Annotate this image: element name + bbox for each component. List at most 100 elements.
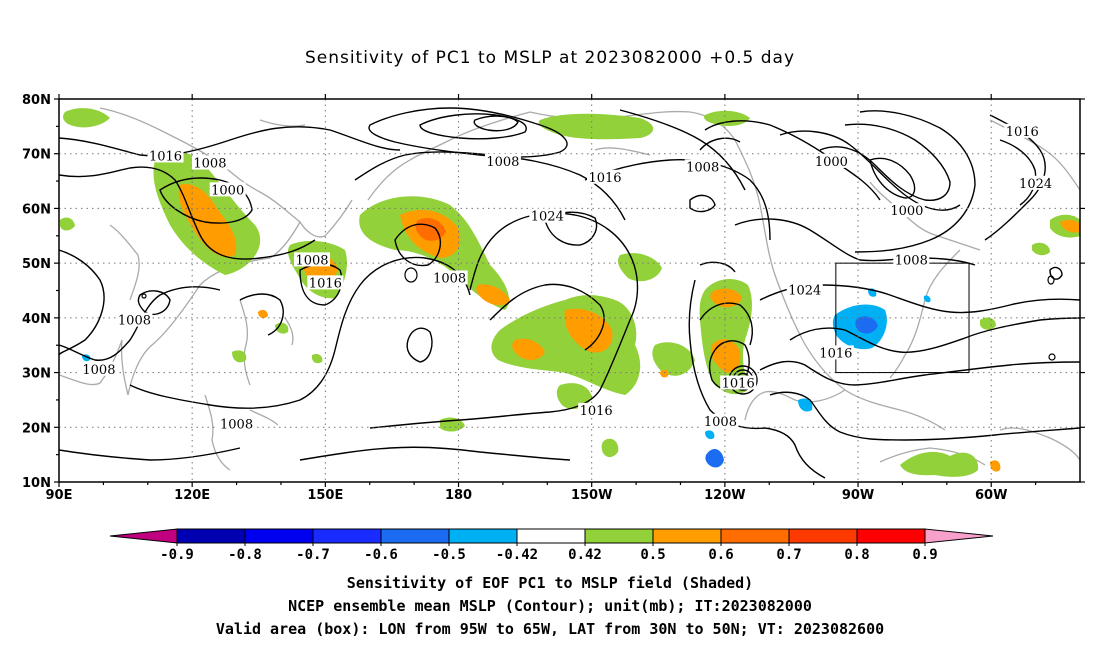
contour-label-bg <box>893 252 930 267</box>
shade-green-10 <box>601 438 619 458</box>
colorbar-label: -0.5 <box>432 547 466 563</box>
colorbar-box <box>720 528 790 544</box>
lon-tick-label: 60W <box>975 488 1007 503</box>
contour-label: 1016 <box>720 375 757 392</box>
contour-label: 1008 <box>218 416 255 433</box>
mslp-contours <box>59 107 1080 479</box>
contour-label-bg <box>484 153 521 168</box>
caption-line-2: NCEP ensemble mean MSLP (Contour); unit(… <box>288 597 812 615</box>
contour-label-text: 1008 <box>486 155 519 170</box>
shade-green-19 <box>232 350 247 363</box>
contour-label: 1008 <box>294 252 331 268</box>
shade-orange-8b <box>710 339 741 373</box>
lon-tick-label: 90W <box>842 488 874 503</box>
contour-label-text: 1008 <box>686 160 719 175</box>
contour-label: 1024 <box>1017 175 1054 192</box>
lon-tick-label: 150E <box>307 488 343 503</box>
lon-tick-label: 120W <box>704 488 745 503</box>
map-title: Sensitivity of PC1 to MSLP at 2023082000… <box>304 48 796 68</box>
contour-label-bg <box>684 159 721 174</box>
contour-label-bg <box>80 361 117 376</box>
colorbar-box <box>380 528 450 544</box>
shade-green-17 <box>980 317 996 330</box>
contour-label-text: 1008 <box>295 253 328 268</box>
contour-label: 1024 <box>786 282 823 299</box>
colorbar-label: -0.9 <box>160 547 194 563</box>
colorbar-box <box>788 528 858 544</box>
contour-label-text: 1000 <box>890 204 923 219</box>
shade-orange-8 <box>710 288 742 308</box>
shade-orange-15 <box>1060 219 1080 233</box>
colorbar-box <box>856 528 926 544</box>
contour-label-bg <box>888 203 925 218</box>
contour-label-text: 1008 <box>704 415 737 430</box>
contour-label-bg <box>1017 175 1054 190</box>
contour-label-bg <box>587 169 624 184</box>
colorbar-label: 0.8 <box>844 547 869 563</box>
contour-label-text: 1000 <box>815 155 848 170</box>
mslp-small-contours <box>141 267 1056 361</box>
colorbar-label: 0.9 <box>912 547 937 563</box>
contour-label-bg <box>786 282 823 297</box>
contour-label-bg <box>578 402 615 417</box>
contour-label: 1008 <box>893 252 930 268</box>
contour-label: 1008 <box>684 159 721 175</box>
contour-label: 1000 <box>813 153 850 170</box>
shade-green-13 <box>704 110 750 126</box>
colorbar-box <box>176 528 246 544</box>
shade-blue-1b <box>855 316 878 334</box>
shade-blue-3 <box>705 448 724 468</box>
shade-green-12 <box>538 113 654 140</box>
contour-label-bg <box>720 375 757 390</box>
contour-label-bg <box>218 416 255 431</box>
shade-green-21 <box>311 353 323 364</box>
colorbar-label: -0.42 <box>496 547 538 563</box>
contour-label: 1024 <box>529 208 566 225</box>
contour-labels: 1016 1008 1000 1008 1008 1008 1016 1008 1008 1008… <box>80 123 1054 433</box>
contour-label-bg <box>702 413 739 428</box>
colorbar-box <box>516 528 586 544</box>
colorbar-box <box>584 528 654 544</box>
lat-tick-label: 50N <box>22 257 51 272</box>
contour-label-bg <box>294 252 331 267</box>
contour-label-text: 1000 <box>211 183 244 198</box>
colorbar-label: 0.7 <box>776 547 801 563</box>
shade-orange-23 <box>660 369 669 378</box>
contour-label: 1000 <box>888 203 925 219</box>
contour-label: 1016 <box>578 402 615 419</box>
colorbar-box <box>448 528 518 544</box>
contour-label-text: 1008 <box>895 253 928 268</box>
contour-label-text: 1008 <box>82 363 115 378</box>
lat-tick-label: 80N <box>22 93 51 108</box>
lat-tick-label: 10N <box>22 476 51 491</box>
shade-orange-4b <box>512 338 545 360</box>
colorbar-label: -0.8 <box>228 547 262 563</box>
colorbar-box <box>312 528 382 544</box>
shade-green-5 <box>556 383 592 410</box>
contour-label-text: 1008 <box>118 314 151 329</box>
shade-green-16 <box>1032 242 1050 256</box>
contour-label: 1008 <box>702 413 739 430</box>
contour-label-text: 1016 <box>819 346 852 361</box>
contour-label: 1016 <box>147 148 184 164</box>
contour-label-bg <box>1004 123 1041 138</box>
contour-label-text: 1008 <box>433 271 466 286</box>
colorbar-low-arrow <box>109 528 178 544</box>
shade-green-18 <box>900 451 979 477</box>
shade-orange-22 <box>258 309 268 319</box>
shade-orange-4 <box>564 308 613 353</box>
caption-line-1: Sensitivity of EOF PC1 to MSLP field (Sh… <box>346 574 754 592</box>
shade-orange-1 <box>178 184 237 257</box>
shade-blue-8 <box>923 295 931 303</box>
contour-label-bg <box>116 312 153 327</box>
axis-ticks <box>54 94 1085 487</box>
lon-tick-label: 120E <box>174 488 210 503</box>
contour-label-text: 1016 <box>580 404 613 419</box>
lat-tick-labels: 80N 70N 60N 50N 40N 30N 20N 10N <box>22 93 51 491</box>
contour-label: 1008 <box>484 153 521 170</box>
shade-green-7 <box>652 342 695 376</box>
contour-label-text: 1024 <box>788 284 821 299</box>
colorbar-high-arrow <box>924 528 994 544</box>
shade-green-6 <box>617 253 662 282</box>
colorbar-label: 0.42 <box>568 547 602 563</box>
